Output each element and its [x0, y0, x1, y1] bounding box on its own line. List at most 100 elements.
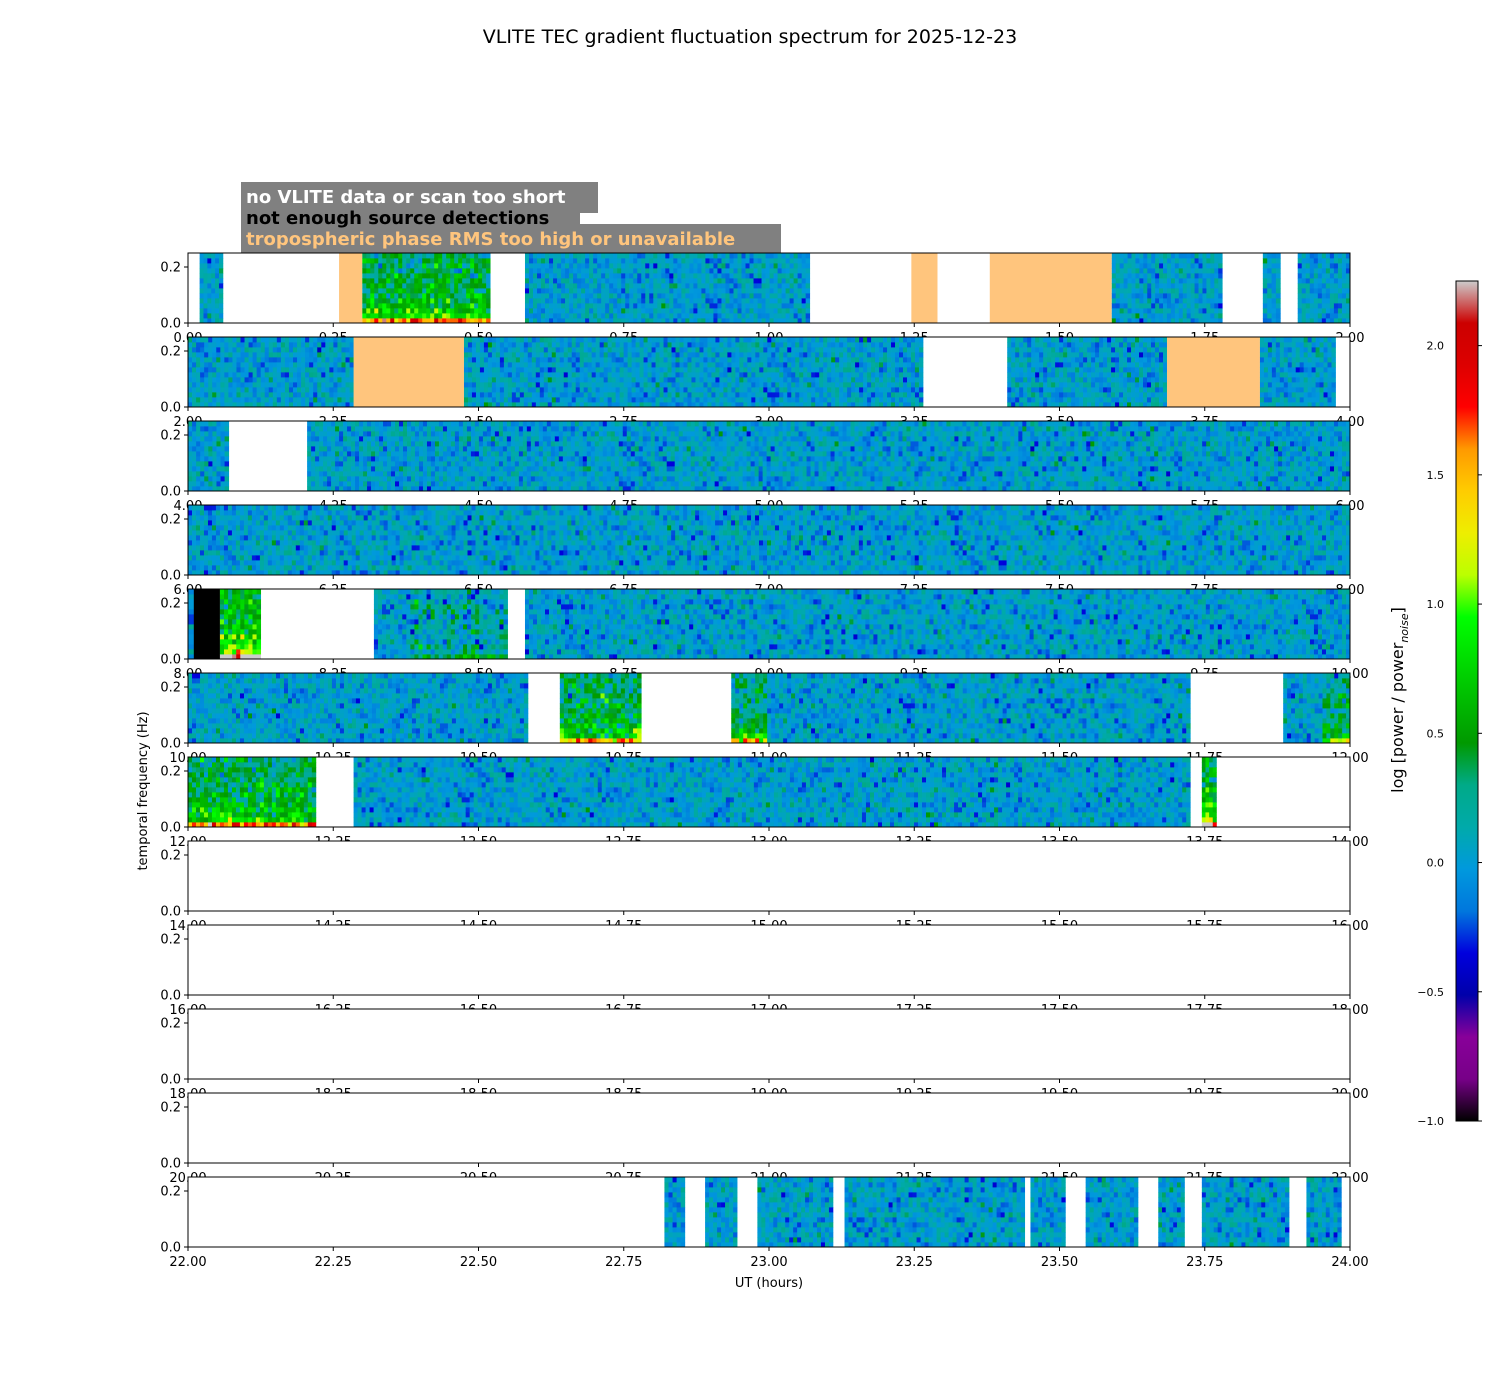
colorbar-gradient	[1456, 281, 1478, 1121]
legend-box: no VLITE data or scan too short not enou…	[241, 182, 781, 255]
data-segment	[1007, 337, 1168, 408]
data-segment	[307, 421, 1351, 492]
x-tick-label: 22.00	[169, 1255, 206, 1270]
data-segment	[353, 757, 1191, 828]
x-tick-label: 23.00	[750, 1255, 787, 1270]
y-tick-label: 0.2	[160, 261, 181, 276]
y-tick-label: 0.0	[160, 401, 181, 416]
colorbar-tick-label: −0.5	[1417, 986, 1444, 999]
data-segment	[188, 505, 1351, 576]
data-segment	[1306, 1177, 1342, 1248]
panel-9: 0.00.216.0016.2516.5016.7517.0017.2517.5…	[160, 924, 1369, 1018]
panels-group: 0.00.20.000.250.500.751.001.251.501.752.…	[160, 252, 1369, 1270]
data-segment	[463, 337, 924, 408]
panel-2: 0.00.22.002.252.502.753.003.253.503.754.…	[160, 336, 1364, 430]
panel-7: 0.00.212.0012.2512.5012.7513.0013.2513.5…	[160, 756, 1369, 850]
flag-block-trop	[911, 253, 938, 323]
panel-5: 0.00.28.008.258.508.759.009.259.509.7510…	[160, 588, 1369, 682]
data-segment	[188, 337, 354, 408]
x-tick-label: 23.25	[896, 1255, 933, 1270]
flag-block-trop	[989, 253, 1112, 323]
x-tick-label: 24.00	[1331, 1255, 1368, 1270]
data-segment	[559, 673, 642, 744]
data-segment	[731, 673, 1191, 744]
panel-4: 0.00.26.006.256.506.757.007.257.507.758.…	[160, 504, 1364, 598]
flag-block-trop	[1166, 337, 1260, 407]
panel-10: 0.00.218.0018.2518.5018.7519.0019.2519.5…	[160, 1008, 1369, 1102]
y-tick-label: 0.2	[160, 597, 181, 612]
panel-12: 0.0 0.2 22.00 22.25 22.50 22.75 23.00 23.25 23.5…	[160, 1176, 1369, 1270]
data-segment	[844, 1177, 1026, 1248]
y-tick-label: 0.2	[160, 1017, 181, 1032]
y-tick-label: 0.2	[160, 513, 181, 528]
flag-block-trop	[339, 253, 363, 323]
y-tick-label: 0.2	[160, 1101, 181, 1116]
colorbar-tick-label: 1.0	[1427, 598, 1445, 611]
x-tick-label: 23.50	[1041, 1255, 1078, 1270]
colorbar-frame	[1455, 280, 1479, 1122]
colorbar-tick-label: 0.0	[1427, 857, 1445, 870]
y-tick-label: 0.2	[160, 681, 181, 696]
colorbar: −1.0 −0.5 0.0 0.5 1.0 1.5 2.0	[1417, 280, 1482, 1128]
y-tick-label: 0.2	[160, 849, 181, 864]
colorbar-tick-label: 1.5	[1427, 469, 1445, 482]
y-tick-label: 0.0	[160, 569, 181, 584]
flag-block-nodet	[193, 589, 220, 659]
data-segment	[1201, 757, 1217, 828]
flag-block-trop	[353, 337, 464, 407]
data-segment	[1158, 1177, 1185, 1248]
panel-background	[188, 1093, 1350, 1163]
data-segment	[353, 337, 464, 407]
panel-11: 0.00.220.0020.2520.5020.7521.0021.2521.5…	[160, 1092, 1369, 1186]
data-segment	[219, 589, 262, 660]
x-tick-label: 22.75	[605, 1255, 642, 1270]
data-segment	[188, 421, 230, 492]
colorbar-tick-label: 0.5	[1427, 727, 1445, 740]
x-axis-label: UT (hours)	[735, 1276, 803, 1291]
panel-background	[188, 841, 1350, 911]
data-segment	[705, 1177, 738, 1248]
data-segment	[1085, 1177, 1139, 1248]
data-segment	[1201, 1177, 1290, 1248]
y-tick-label: 0.0	[160, 653, 181, 668]
legend-row-trop-bg	[241, 224, 781, 255]
data-segment	[362, 253, 491, 324]
y-tick-label: 0.0	[160, 485, 181, 500]
data-segment	[188, 589, 195, 660]
data-segment	[193, 589, 220, 659]
panel-6: 0.00.210.0010.2510.5010.7511.0011.2511.5…	[160, 672, 1369, 766]
y-axis-label: temporal frequency (Hz)	[136, 711, 151, 870]
y-tick-label: 0.0	[160, 989, 181, 1004]
data-segment	[1283, 673, 1351, 744]
data-segment	[989, 253, 1112, 323]
data-segment	[1259, 337, 1336, 408]
y-tick-label: 0.0	[160, 737, 181, 752]
panel-1: 0.00.20.000.250.500.751.001.251.501.752.…	[160, 252, 1364, 346]
data-segment	[1030, 1177, 1066, 1248]
data-segment	[757, 1177, 834, 1248]
data-segment	[664, 1177, 686, 1248]
colorbar-label: log [power / powernoise]	[1388, 607, 1411, 793]
y-tick-label: 0.2	[160, 429, 181, 444]
y-tick-label: 0.0	[160, 905, 181, 920]
legend-label-trop: tropospheric phase RMS too high or unava…	[246, 229, 735, 250]
y-tick-label: 0.0	[160, 821, 181, 836]
panel-background	[188, 1009, 1350, 1079]
data-segment	[188, 757, 317, 828]
y-tick-label: 0.0	[160, 317, 181, 332]
y-tick-label: 0.2	[160, 765, 181, 780]
panel-background	[188, 925, 1350, 995]
colorbar-tick-label: −1.0	[1417, 1115, 1444, 1128]
x-tick-label: 23.75	[1186, 1255, 1223, 1270]
data-segment	[1297, 253, 1351, 324]
data-segment	[524, 589, 1351, 660]
chart-title: VLITE TEC gradient fluctuation spectrum …	[483, 26, 1017, 48]
x-tick-label: 22.25	[315, 1255, 352, 1270]
colorbar-tick-label: 2.0	[1427, 340, 1445, 353]
y-tick-label: 0.2	[160, 1185, 181, 1200]
y-tick-label: 0.2	[160, 933, 181, 948]
data-segment	[339, 253, 363, 323]
y-tick-label: 0.0	[160, 1157, 181, 1172]
data-segment	[188, 673, 529, 744]
